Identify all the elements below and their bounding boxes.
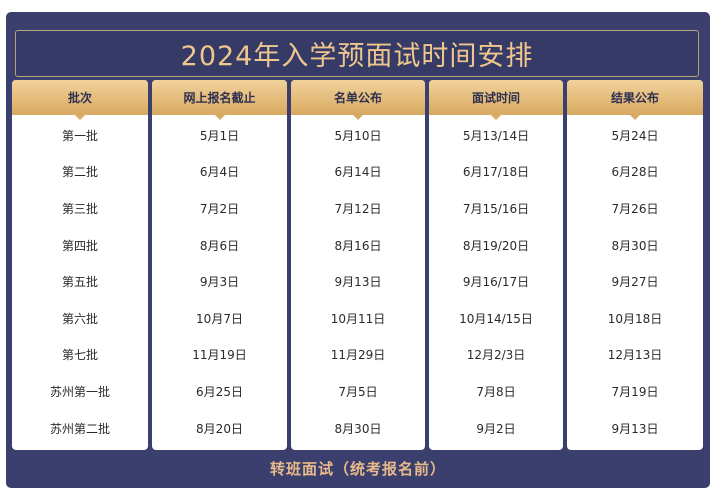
table-cell: 9月13日 [334, 275, 382, 290]
table-cell: 第三批 [61, 201, 98, 216]
table-cell: 第二批 [61, 165, 98, 180]
table-cell: 11月19日 [192, 348, 247, 363]
table-cell: 8月30日 [611, 238, 659, 253]
table-cell: 7月26日 [611, 201, 659, 216]
table-cell: 5月10日 [334, 128, 382, 143]
table-cell: 7月12日 [334, 201, 382, 216]
table-cell: 第一批 [61, 128, 98, 143]
table-cell: 7月8日 [476, 384, 516, 399]
table-cell: 7月5日 [338, 384, 378, 399]
table-column: 结果公布 5月24日 6月28日 7月26日 8月30日 9月27日 10月18日 12月13… [567, 80, 703, 450]
table-cell: 6月4日 [199, 165, 240, 180]
table-cell: 9月2日 [476, 421, 516, 436]
table-cell: 10月7日 [196, 311, 243, 326]
table-cell: 苏州第二批 [49, 421, 110, 436]
table-cell: 6月14日 [334, 165, 382, 180]
footer-note: 转班面试（统考报名前） [269, 459, 446, 478]
table-cell: 10月18日 [607, 311, 663, 326]
table-cell: 6月25日 [196, 384, 243, 399]
table-cell: 12月2/3日 [466, 348, 526, 363]
table-cell: 8月20日 [196, 421, 243, 436]
table-cell: 11月29日 [330, 348, 386, 363]
table-cell: 5月13/14日 [462, 128, 530, 143]
table-cell: 7月19日 [611, 384, 659, 399]
table-cell: 8月6日 [199, 238, 240, 253]
table-cell: 8月30日 [334, 421, 382, 436]
table-cell: 8月16日 [334, 238, 382, 253]
table-cell: 5月24日 [611, 128, 659, 143]
page-title: 2024年入学预面试时间安排 [15, 30, 699, 77]
table-column: 批次第一批第二批第三批第四批第五批第六批第七批苏州第一批苏州第二批 [12, 80, 148, 450]
table-cell: 苏州第一批 [49, 384, 110, 399]
table-column: 名单公布 5月10日 6月14日 7月12日 8月16日 9月13日 10月11日 11月29… [291, 80, 425, 450]
table-cell: 第七批 [61, 348, 98, 363]
table-cell: 9月27日 [611, 275, 659, 290]
column-header: 批次 [12, 80, 148, 120]
column-header: 面试时间 [429, 80, 563, 120]
table-cell: 第五批 [61, 275, 98, 290]
table-cell: 8月19/20日 [462, 238, 530, 253]
table-cell: 7月15/16日 [462, 201, 530, 216]
table-cell: 10月11日 [330, 311, 386, 326]
table-cell: 9月13日 [611, 421, 659, 436]
table-cell: 7月2日 [199, 201, 240, 216]
table-column: 面试时间 5月13/14日 6月17/18日 7月15/16日 8月19/20日 9月16… [429, 80, 563, 450]
table-cell: 5月1日 [199, 128, 240, 143]
column-header: 名单公布 [291, 80, 425, 120]
column-header: 结果公布 [567, 80, 703, 120]
table-cell: 6月17/18日 [462, 165, 530, 180]
table-cell: 9月16/17日 [462, 275, 530, 290]
table-cell: 第四批 [61, 238, 98, 253]
table-column: 网上报名截止 5月1日 6月4日 7月2日 8月6日 9月3日 10月7日 11月19日 6月2… [152, 80, 287, 450]
table-cell: 10月14/15日 [459, 311, 533, 326]
table-cell: 6月28日 [611, 165, 659, 180]
table-cell: 9月3日 [199, 275, 240, 290]
column-header: 网上报名截止 [152, 80, 287, 120]
table-cell: 第六批 [61, 311, 98, 326]
table-cell: 12月13日 [607, 348, 663, 363]
